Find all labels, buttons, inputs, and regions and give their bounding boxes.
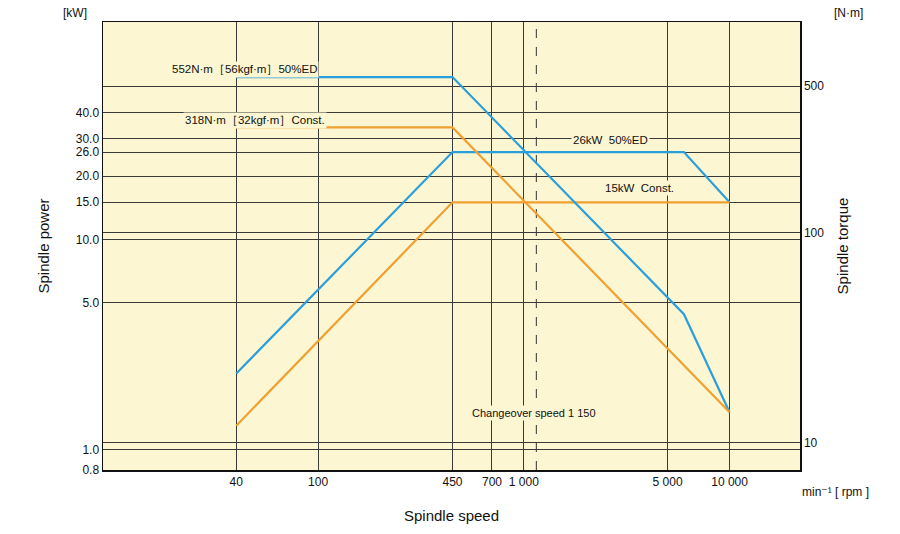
svg-text:20.0: 20.0 [76,169,100,183]
svg-text:Spindle torque: Spindle torque [834,198,851,295]
svg-text:15kW Const.: 15kW Const. [605,182,674,194]
svg-text:40.0: 40.0 [76,106,100,120]
svg-text:Changeover speed 1 150: Changeover speed 1 150 [472,407,596,419]
svg-text:5.0: 5.0 [82,296,99,310]
svg-text:10 000: 10 000 [711,475,748,489]
svg-text:450: 450 [442,475,462,489]
svg-text:Spindle power: Spindle power [35,198,52,293]
svg-text:15.0: 15.0 [76,195,100,209]
svg-text:700: 700 [482,475,502,489]
svg-text:318N·m［32kgf·m］Const.: 318N·m［32kgf·m］Const. [185,114,325,127]
svg-text:100: 100 [804,226,824,240]
svg-text:1 000: 1 000 [509,475,539,489]
svg-text:10: 10 [804,436,818,450]
svg-text:30.0: 30.0 [76,132,100,146]
svg-text:min⁻¹ [ rpm ]: min⁻¹ [ rpm ] [802,485,869,499]
svg-text:552N·m［56kgf·m］50%ED: 552N·m［56kgf·m］50%ED [172,63,317,76]
svg-text:500: 500 [804,79,824,93]
svg-text:[N·m]: [N·m] [834,6,863,20]
svg-text:[kW]: [kW] [63,6,87,20]
svg-text:5 000: 5 000 [653,475,683,489]
svg-text:1.0: 1.0 [82,443,99,457]
svg-text:0.8: 0.8 [82,463,99,477]
svg-text:10.0: 10.0 [76,233,100,247]
svg-text:100: 100 [308,475,328,489]
svg-text:40: 40 [230,475,244,489]
svg-text:Spindle speed: Spindle speed [404,507,499,524]
svg-text:26kW 50%ED: 26kW 50%ED [573,134,648,146]
svg-text:26.0: 26.0 [76,145,100,159]
